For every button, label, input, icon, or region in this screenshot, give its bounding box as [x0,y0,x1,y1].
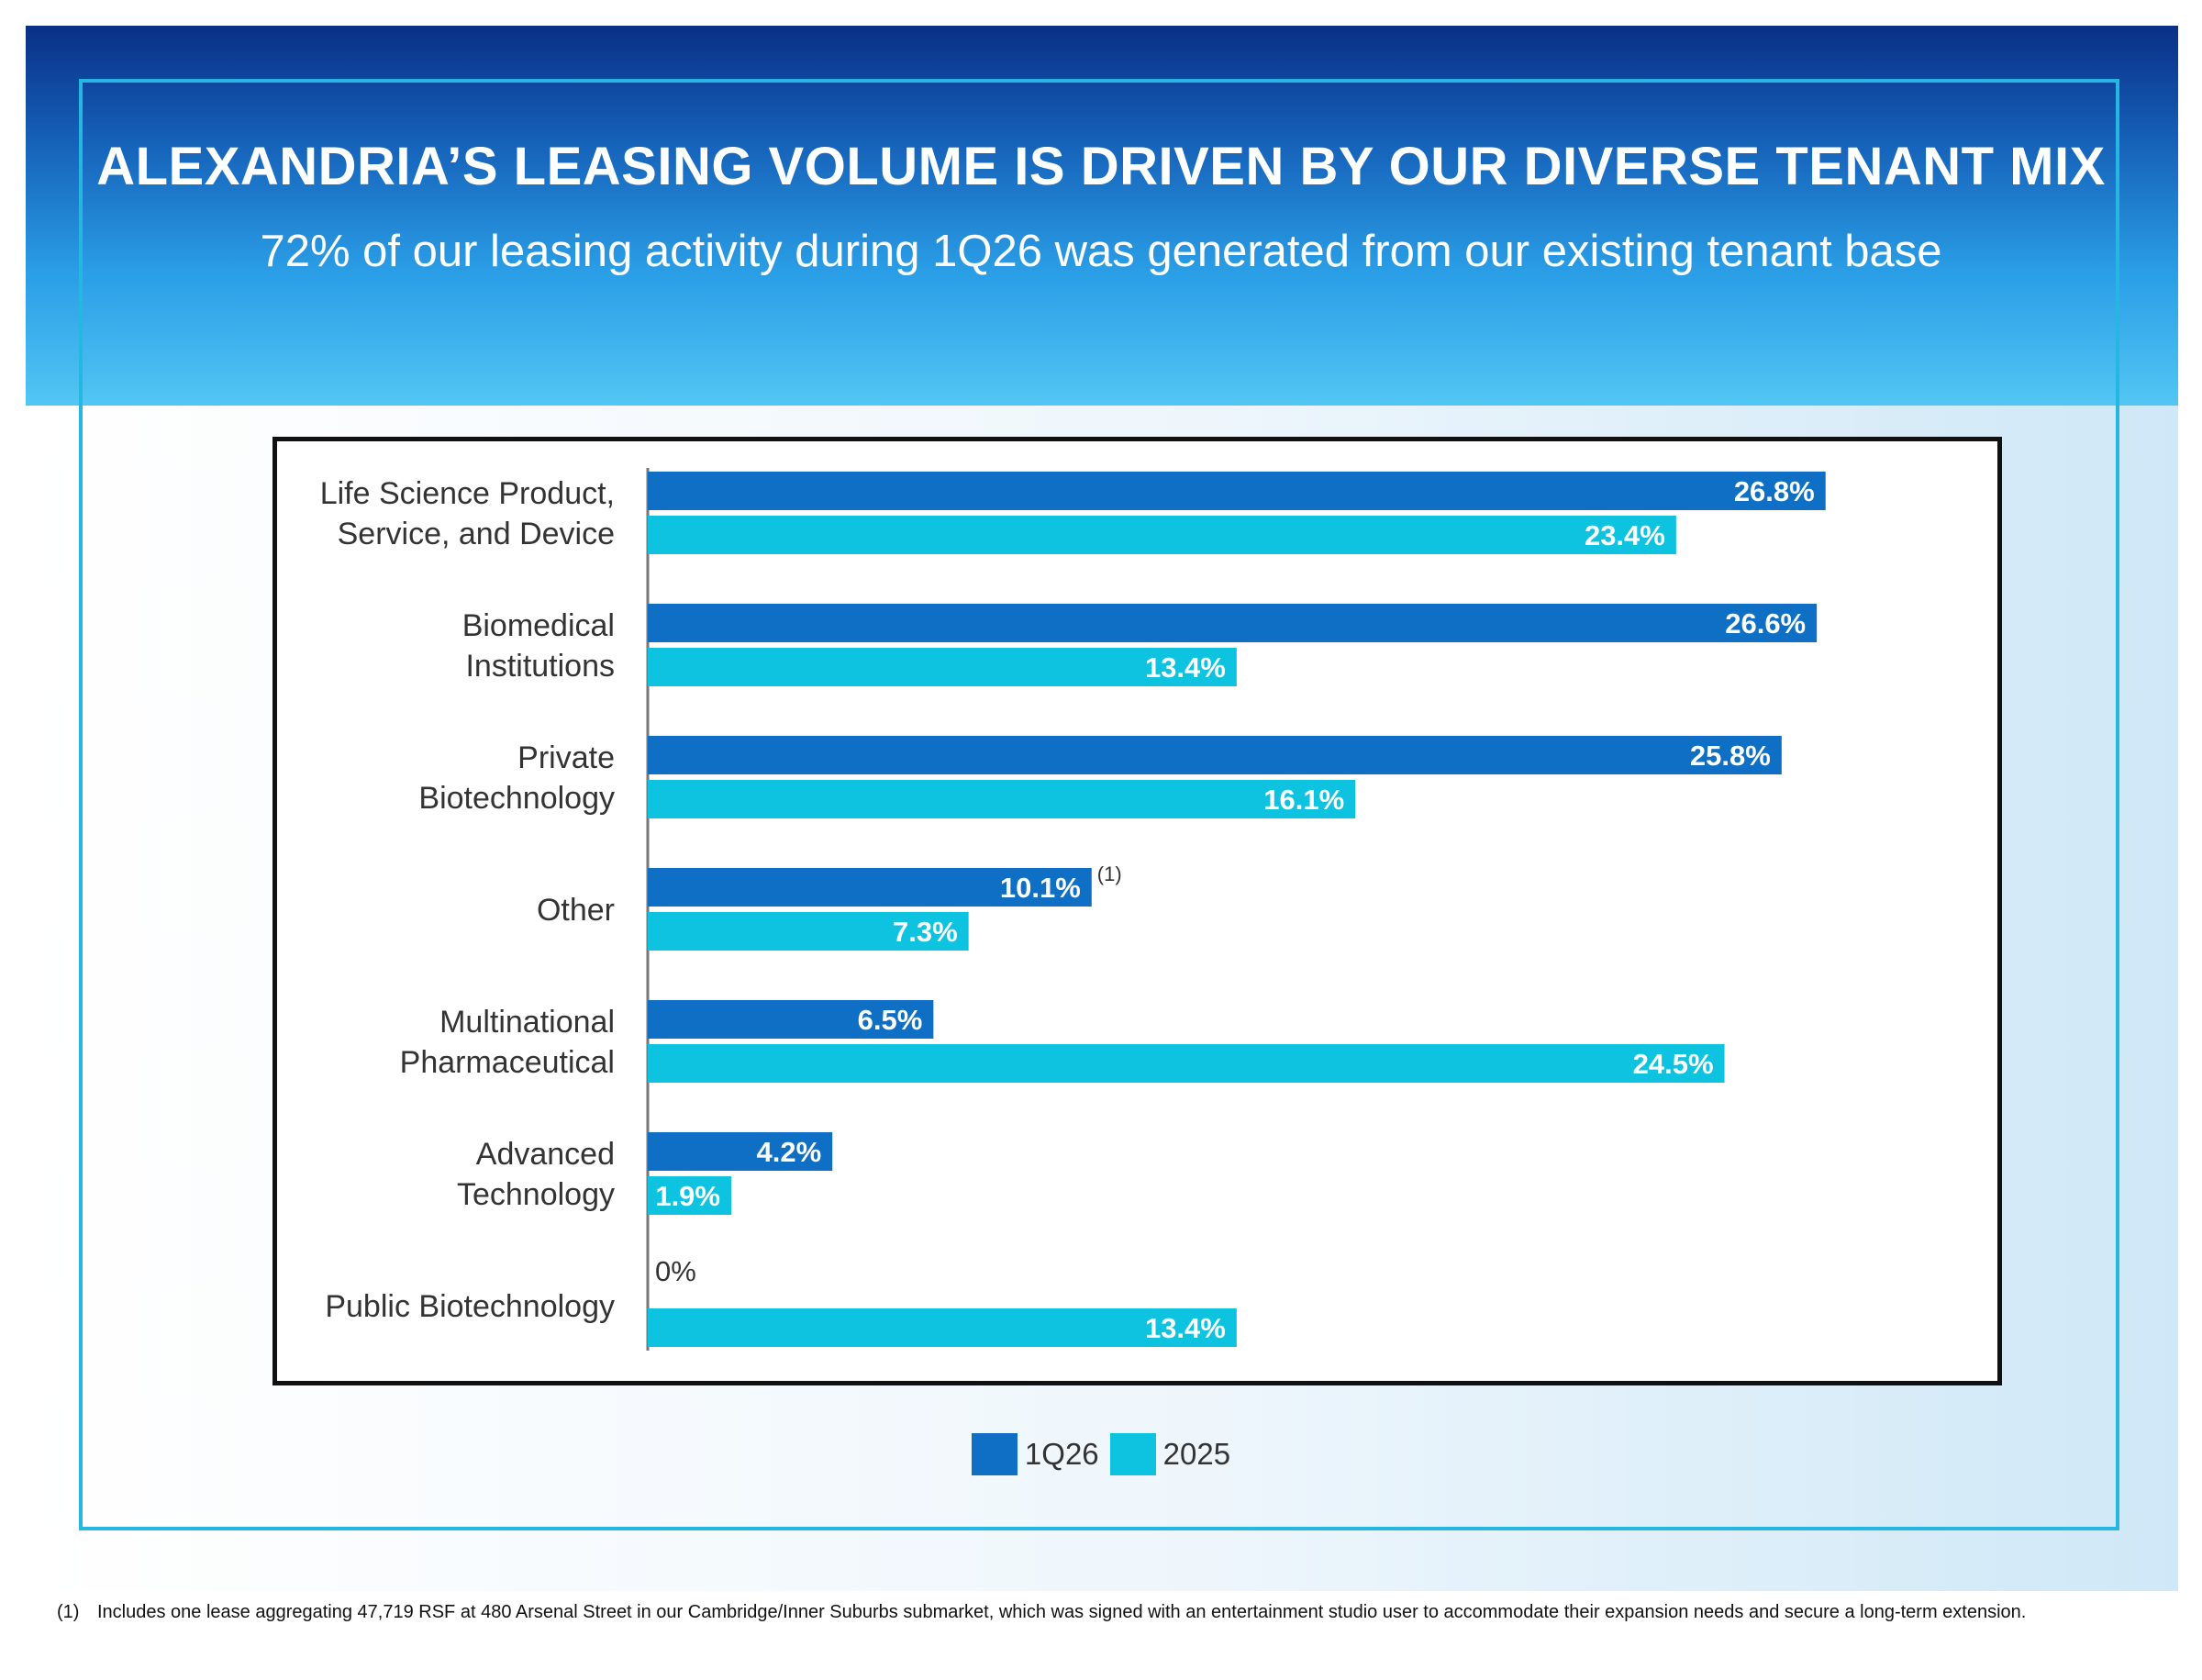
category-label: Technology [457,1177,615,1212]
bar-2025-4 [648,1044,1725,1083]
header-band [26,26,2178,406]
bar-1q26-3 [648,868,1092,907]
page-title: ALEXANDRIA’S LEASING VOLUME IS DRIVEN BY… [96,137,2106,196]
footnote-marker: (1) [57,1602,80,1622]
category-label: Other [537,893,615,928]
category-label: Multinational [439,1005,615,1040]
data-label: 7.3% [893,916,958,948]
bar-1q26-5 [648,1132,833,1171]
bar-2025-6 [648,1308,1237,1347]
page-subtitle: 72% of our leasing activity during 1Q26 … [260,227,1942,276]
bar-1q26-2 [648,736,1782,774]
category-label: Advanced [476,1137,615,1172]
footnote-ref: (1) [1097,862,1122,885]
bar-1q26-4 [648,1000,934,1039]
legend-item-1q26: 1Q26 [971,1433,1099,1475]
category-label: Institutions [465,649,615,684]
bar-2025-1 [648,648,1237,686]
category-label: Biotechnology [418,781,615,816]
category-label: Biomedical [462,608,615,643]
data-label: 23.4% [1585,519,1665,551]
legend-swatch-2025 [1109,1433,1156,1475]
data-label: 26.8% [1734,475,1815,507]
legend-label-1q26: 1Q26 [1024,1437,1099,1471]
category-label: Pharmaceutical [400,1045,615,1080]
data-label: 0% [655,1255,696,1287]
data-label: 6.5% [858,1004,923,1036]
chart-box [272,437,2002,1385]
bar-2025-0 [648,516,1676,554]
category-label: Life Science Product, [320,476,615,511]
data-label: 24.5% [1633,1048,1714,1080]
data-label: 16.1% [1263,784,1344,816]
category-label: Private [517,740,615,775]
legend-swatch-1q26 [971,1433,1018,1475]
bar-2025-5 [648,1176,732,1215]
bar-1q26-1 [648,604,1818,642]
category-label: Service, and Device [338,517,615,551]
footnote-text: Includes one lease aggregating 47,719 RS… [97,1602,2027,1622]
legend-label-2025: 2025 [1162,1437,1231,1471]
bar-2025-2 [648,780,1356,818]
data-label: 25.8% [1690,740,1771,772]
legend-item-2025: 2025 [1109,1433,1231,1475]
legend: 1Q26 2025 [0,1433,2202,1475]
bar-1q26-0 [648,472,1826,510]
bar-2025-3 [648,912,969,951]
data-label: 13.4% [1145,1312,1226,1344]
category-label: Public Biotechnology [325,1289,615,1324]
footnote: (1) Includes one lease aggregating 47,71… [57,1600,2149,1624]
data-label: 4.2% [757,1136,822,1168]
data-label: 10.1% [1000,872,1081,904]
data-label: 26.6% [1725,607,1806,640]
slide-frame [79,79,2119,1530]
data-label: 1.9% [655,1180,720,1212]
data-label: 13.4% [1145,651,1226,684]
